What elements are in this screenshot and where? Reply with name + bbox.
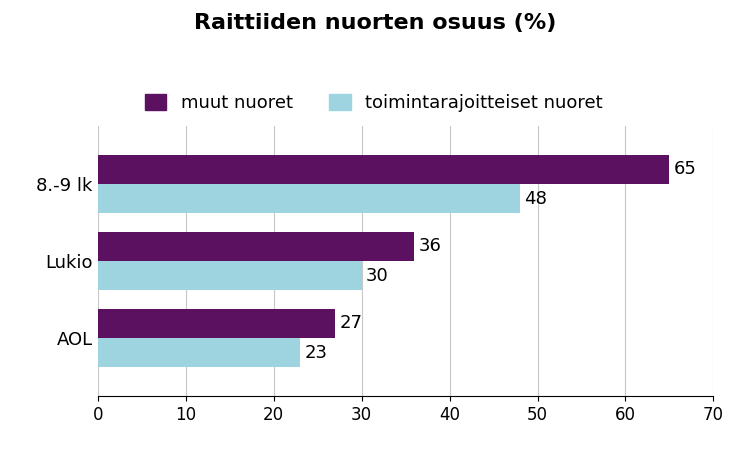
Bar — [98, 184, 520, 213]
Bar — [98, 309, 335, 338]
Bar — [98, 232, 415, 261]
Text: Raittiiden nuorten osuus (%): Raittiiden nuorten osuus (%) — [195, 14, 556, 33]
Text: 65: 65 — [674, 160, 697, 178]
Bar — [98, 154, 669, 184]
Legend: muut nuoret, toimintarajoitteiset nuoret: muut nuoret, toimintarajoitteiset nuoret — [137, 86, 610, 119]
Bar — [98, 338, 300, 368]
Text: 30: 30 — [366, 267, 389, 285]
Bar — [98, 261, 361, 290]
Text: 36: 36 — [419, 237, 442, 255]
Text: 23: 23 — [304, 344, 327, 362]
Text: 27: 27 — [339, 315, 363, 333]
Text: 48: 48 — [524, 189, 547, 207]
